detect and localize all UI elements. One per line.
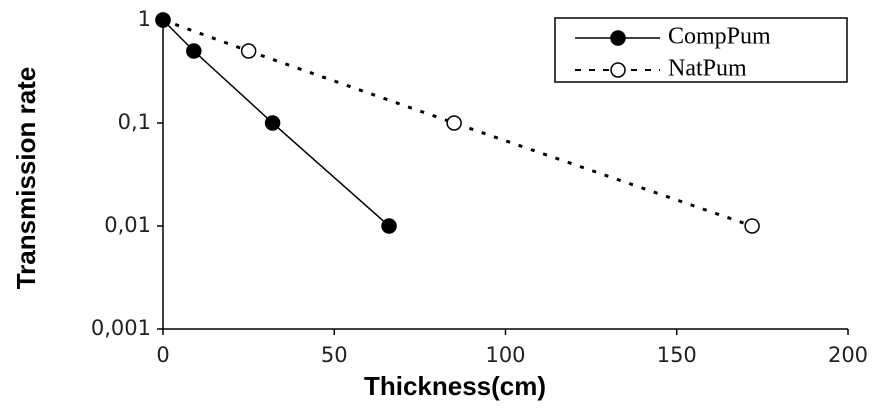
series-line <box>162 19 390 227</box>
x-tick-label: 0 <box>156 343 169 367</box>
y-tick-label: 0,01 <box>104 213 151 237</box>
data-point <box>446 115 462 131</box>
legend-label: NatPum <box>668 56 747 82</box>
data-point <box>381 218 397 234</box>
data-point <box>186 43 202 59</box>
data-point <box>155 12 171 28</box>
y-tick-label: 1 <box>138 7 151 31</box>
data-point <box>744 218 760 234</box>
x-tick-label: 50 <box>321 343 348 367</box>
legend-marker <box>610 30 626 46</box>
x-tick-label: 100 <box>485 343 525 367</box>
x-axis-label: Thickness(cm) <box>364 371 546 401</box>
legend-label: CompPum <box>668 24 771 50</box>
legend-box <box>554 17 848 83</box>
data-point <box>240 43 257 59</box>
x-tick-label: 200 <box>828 343 868 367</box>
legend-marker <box>610 62 626 78</box>
data-point <box>264 115 281 131</box>
y-tick-label: 0,001 <box>91 316 151 340</box>
y-axis-label: Transmission rate <box>11 67 41 290</box>
y-tick-label: 0,1 <box>118 110 151 134</box>
x-tick-label: 150 <box>657 343 697 367</box>
